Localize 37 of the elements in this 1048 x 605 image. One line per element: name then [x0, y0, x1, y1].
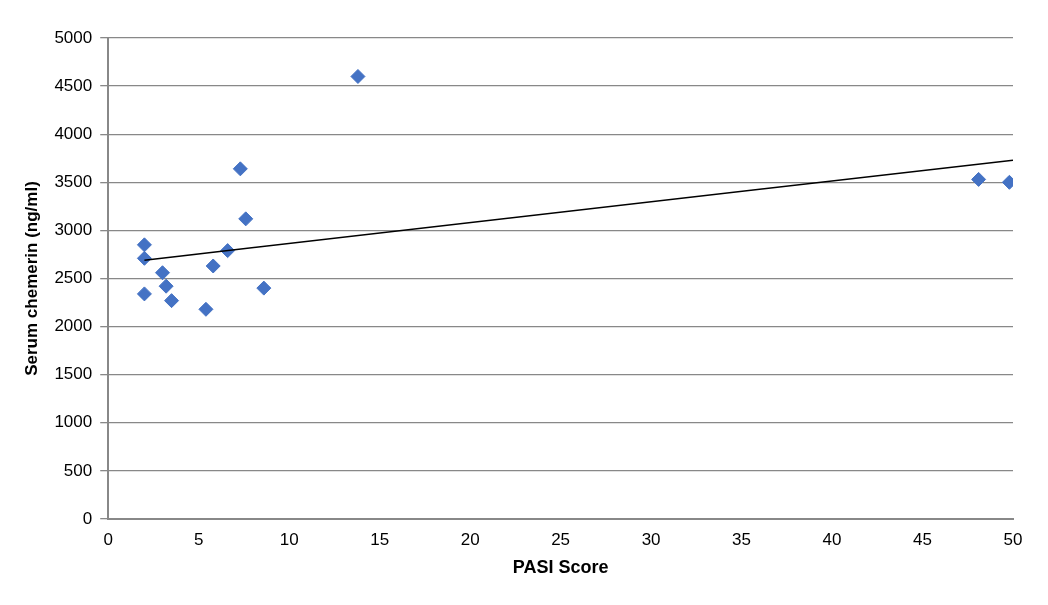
- point: [198, 301, 214, 317]
- y-axis-title: Serum chemerin (ng/ml): [21, 181, 41, 376]
- point: [350, 68, 366, 84]
- x-tick-label: 40: [822, 529, 842, 549]
- x-tick-label: 10: [279, 529, 299, 549]
- y-tick-label: 0: [82, 508, 93, 528]
- point: [232, 161, 248, 177]
- y-tick-label: 3000: [54, 220, 93, 240]
- point: [136, 237, 152, 253]
- x-tick-label: 50: [1003, 529, 1023, 549]
- x-tick-label: 5: [193, 529, 204, 549]
- x-tick-label: 0: [103, 529, 113, 549]
- point: [136, 250, 152, 266]
- point: [158, 278, 174, 294]
- x-tick-label: 25: [551, 529, 571, 549]
- y-tick-label: 500: [63, 460, 93, 480]
- x-tick-label: 30: [641, 529, 661, 549]
- y-tick-label: 4500: [54, 75, 93, 95]
- y-tick-label: 4000: [54, 123, 93, 143]
- y-tick-label: 1500: [54, 364, 93, 384]
- point: [155, 265, 171, 281]
- point: [256, 280, 272, 296]
- point: [238, 211, 254, 227]
- y-tick-label: 2000: [54, 316, 93, 336]
- y-tick-label: 2500: [54, 268, 93, 288]
- x-tick-label: 45: [913, 529, 932, 549]
- point: [205, 258, 221, 274]
- point: [136, 286, 152, 302]
- point: [971, 171, 987, 187]
- x-tick-label: 20: [460, 529, 480, 549]
- y-tick-label: 3500: [54, 171, 93, 191]
- x-tick-label: 15: [370, 529, 390, 549]
- y-tick-label: 1000: [54, 412, 93, 432]
- y-tick-label: 5000: [54, 27, 93, 47]
- x-tick-label: 35: [732, 529, 752, 549]
- point: [164, 293, 180, 309]
- x-axis-title: PASI Score: [512, 557, 609, 578]
